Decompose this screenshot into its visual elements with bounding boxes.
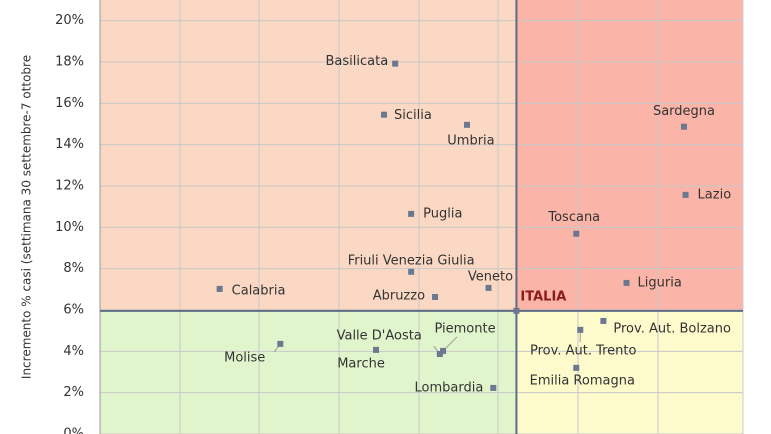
y-tick-label: 16% xyxy=(55,96,84,111)
y-tick-label: 2% xyxy=(63,385,84,400)
point-label: Toscana xyxy=(547,210,600,225)
point xyxy=(216,285,223,292)
point-label: Valle D'Aosta xyxy=(337,329,422,344)
point-label: Veneto xyxy=(468,269,513,284)
point xyxy=(490,384,497,391)
point-label: Calabria xyxy=(232,283,286,298)
point xyxy=(573,230,580,237)
point-label: Emilia Romagna xyxy=(530,373,635,388)
point-label: Abruzzo xyxy=(373,288,425,303)
quadrant xyxy=(516,310,743,434)
quadrants xyxy=(100,0,743,434)
point-label: Puglia xyxy=(423,206,462,221)
point xyxy=(682,191,689,198)
point-label: Prov. Aut. Bolzano xyxy=(613,321,731,336)
point-label: Piemonte xyxy=(434,321,495,336)
point xyxy=(463,121,470,128)
point-label: Lombardia xyxy=(415,380,484,395)
y-tick-label: 8% xyxy=(63,261,84,276)
point-label: Friuli Venezia Giulia xyxy=(348,253,475,268)
y-tick-label: 20% xyxy=(55,13,84,28)
point xyxy=(277,340,284,347)
y-tick-label: 18% xyxy=(55,55,84,70)
quadrant xyxy=(516,0,743,311)
point xyxy=(436,351,443,358)
point-label: Lazio xyxy=(698,187,732,202)
point-label: Basilicata xyxy=(326,54,389,69)
point-label: Umbria xyxy=(447,133,494,148)
point xyxy=(600,317,607,324)
quadrant xyxy=(100,0,517,311)
y-axis-label: Incremento % casi (settimana 30 settembr… xyxy=(20,55,34,379)
reference-point xyxy=(513,307,520,314)
point xyxy=(577,326,584,333)
point xyxy=(432,293,439,300)
y-tick-label: 10% xyxy=(55,220,84,235)
quadrant xyxy=(100,310,517,434)
point xyxy=(440,347,447,354)
point xyxy=(485,284,492,291)
point-label: Sardegna xyxy=(653,104,715,119)
point-label: Liguria xyxy=(638,275,682,290)
reference-label: ITALIA xyxy=(520,289,566,304)
y-tick-label: 4% xyxy=(63,344,84,359)
y-tick-label: 14% xyxy=(55,137,84,152)
y-tick-label: 6% xyxy=(63,303,84,318)
point-label: Prov. Aut. Trento xyxy=(530,343,636,358)
y-tick-label: 12% xyxy=(55,179,84,194)
point xyxy=(373,346,380,353)
point xyxy=(680,123,687,130)
y-tick-label: 0% xyxy=(63,427,84,434)
point-label: Marche xyxy=(337,356,385,371)
point-label: Sicilia xyxy=(394,108,432,123)
point xyxy=(408,210,415,217)
point xyxy=(573,364,580,371)
point xyxy=(408,268,415,275)
vertical-grid xyxy=(179,0,659,434)
point xyxy=(392,60,399,67)
point-label: Molise xyxy=(224,350,265,365)
point xyxy=(623,279,630,286)
point xyxy=(381,111,388,118)
